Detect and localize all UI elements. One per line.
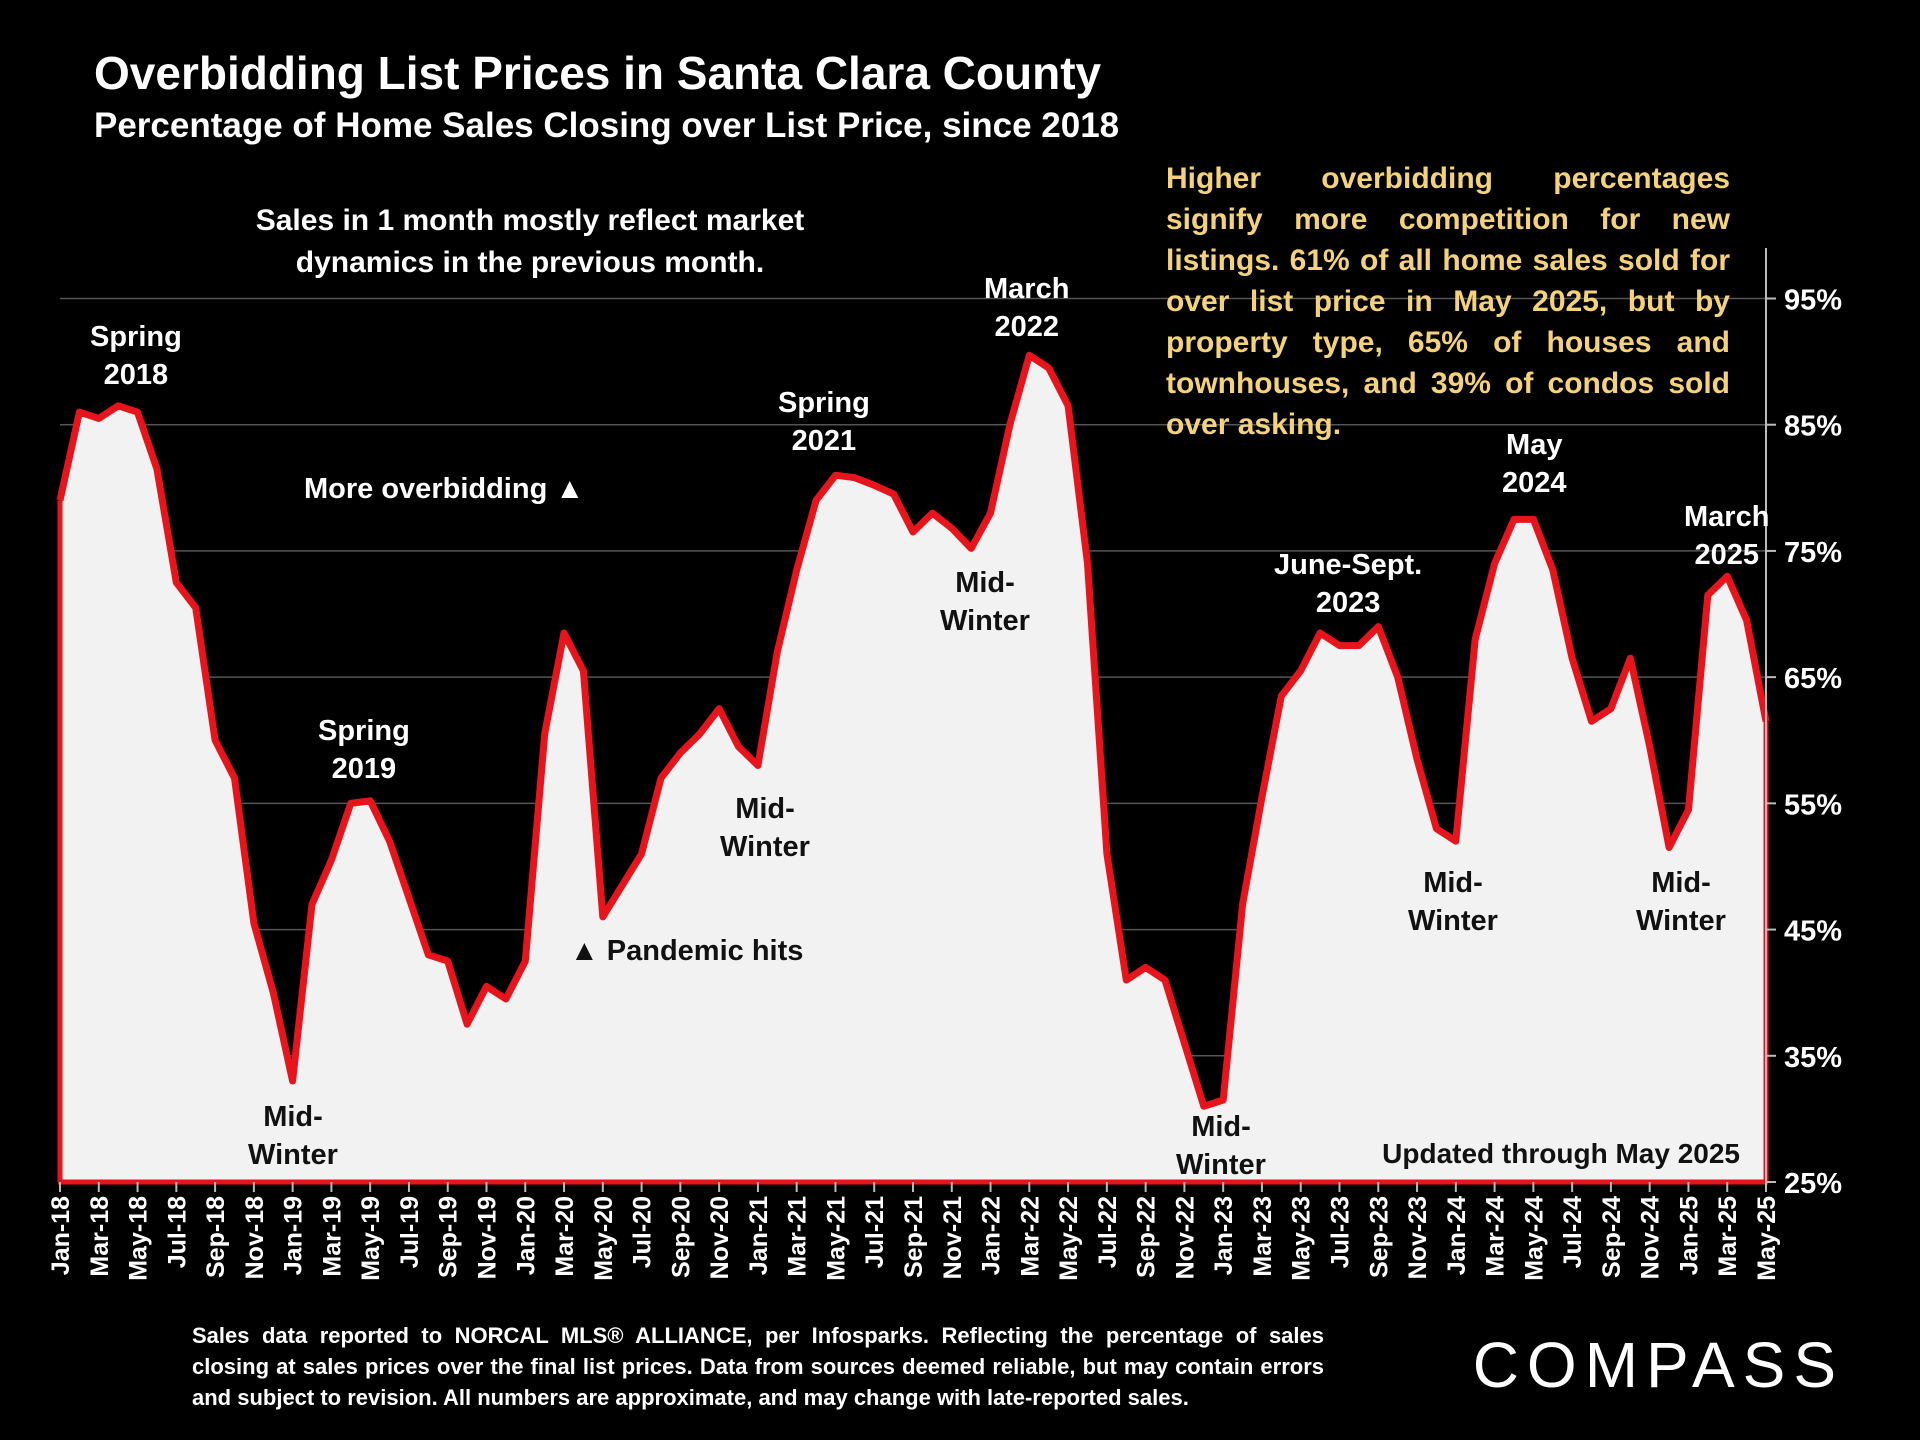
x-tick-label: Nov-22 (1171, 1196, 1199, 1279)
annotation-midwinter-2024: Mid- Winter (1408, 867, 1498, 937)
x-tick-label: Jan-18 (47, 1196, 75, 1275)
x-tick-label: Sep-19 (435, 1196, 463, 1278)
x-tick-label: Mar-23 (1249, 1196, 1277, 1277)
x-tick-label: May-20 (590, 1196, 618, 1281)
x-tick-label: Jan-20 (512, 1196, 540, 1275)
x-tick-label: Jul-22 (1094, 1196, 1122, 1268)
x-tick-label: Nov-20 (706, 1196, 734, 1279)
annotation-spring-2019: Spring 2019 (318, 715, 410, 785)
x-tick-label: Jul-20 (629, 1196, 657, 1268)
x-tick-label: Sep-21 (900, 1196, 928, 1278)
compass-logo: COMPASS (1472, 1329, 1844, 1401)
x-tick-label: May-25 (1753, 1196, 1781, 1281)
x-tick-label: Mar-19 (318, 1196, 346, 1277)
annotation-midwinter-2021: Mid- Winter (720, 793, 810, 863)
x-tick-label: Jan-23 (1210, 1196, 1238, 1275)
annotation-march-2025: March 2025 (1684, 501, 1770, 571)
x-tick-label: Jan-21 (745, 1196, 773, 1275)
x-tick-label: Sep-24 (1598, 1196, 1626, 1278)
x-tick-label: May-19 (357, 1196, 385, 1281)
x-tick-label: Sep-20 (667, 1196, 695, 1278)
x-tick-label: Jul-24 (1559, 1196, 1587, 1268)
data-source-footnote: Sales data reported to NORCAL MLS® ALLIA… (192, 1323, 1324, 1410)
x-tick-label: Mar-25 (1714, 1196, 1742, 1277)
annotation-midwinter-2025: Mid- Winter (1636, 867, 1726, 937)
x-tick-label: Nov-21 (939, 1196, 967, 1279)
market-dynamics-note: Sales in 1 month mostly reflect market d… (255, 204, 805, 279)
x-tick-label: May-22 (1055, 1196, 1083, 1281)
y-tick-label: 75% (1784, 537, 1842, 569)
y-tick-label: 95% (1784, 284, 1842, 316)
x-tick-label: Mar-22 (1016, 1196, 1044, 1277)
x-tick-label: Mar-21 (784, 1196, 812, 1277)
y-tick-label: 35% (1784, 1042, 1842, 1074)
annotation-midwinter-2019: Mid- Winter (248, 1101, 338, 1171)
x-tick-label: Nov-23 (1404, 1196, 1432, 1279)
annotation-june-sept-2023: June-Sept. 2023 (1274, 549, 1423, 619)
x-tick-label: Nov-18 (241, 1196, 269, 1279)
x-tick-label: May-21 (823, 1196, 851, 1281)
x-tick-label: Jul-19 (396, 1196, 424, 1268)
annotation-more-overbidding: More overbidding ▲ (304, 473, 585, 505)
x-tick-label: Jan-24 (1443, 1196, 1471, 1275)
annotation-may-2024: May 2024 (1502, 429, 1567, 499)
x-tick-label: Jul-18 (163, 1196, 191, 1268)
x-tick-label: Jan-22 (978, 1196, 1006, 1275)
x-tick-label: Jan-19 (280, 1196, 308, 1275)
y-tick-label: 45% (1784, 916, 1842, 948)
annotation-midwinter-2023: Mid- Winter (1176, 1111, 1266, 1181)
x-tick-label: Nov-24 (1637, 1196, 1665, 1279)
x-tick-label: Mar-18 (86, 1196, 114, 1277)
x-tick-label: Sep-18 (202, 1196, 230, 1278)
updated-through-label: Updated through May 2025 (1382, 1138, 1740, 1169)
x-tick-label: Mar-20 (551, 1196, 579, 1277)
annotation-spring-2018: Spring 2018 (90, 321, 182, 391)
x-tick-label: Sep-22 (1133, 1196, 1161, 1278)
overbidding-callout: Higher overbidding percentages signify m… (1166, 162, 1730, 441)
x-tick-label: Jan-25 (1676, 1196, 1704, 1275)
area-fill (60, 355, 1766, 1182)
chart-subtitle: Percentage of Home Sales Closing over Li… (94, 106, 1120, 145)
y-tick-label: 65% (1784, 663, 1842, 695)
annotation-midwinter-2022: Mid- Winter (940, 567, 1030, 637)
x-tick-label: Mar-24 (1482, 1196, 1510, 1277)
x-tick-label: May-18 (125, 1196, 153, 1281)
x-tick-label: Jul-21 (861, 1196, 889, 1268)
x-tick-label: Jul-23 (1327, 1196, 1355, 1268)
annotation-spring-2021: Spring 2021 (778, 387, 870, 457)
x-tick-label: Nov-19 (474, 1196, 502, 1279)
y-tick-label: 55% (1784, 789, 1842, 821)
x-tick-label: May-24 (1520, 1196, 1548, 1281)
annotation-march-2022: March 2022 (984, 273, 1070, 343)
annotation-pandemic-hits: ▲ Pandemic hits (570, 935, 804, 967)
series-line (56, 351, 1770, 1110)
x-tick-label: Sep-23 (1365, 1196, 1393, 1278)
x-tick-label: May-23 (1288, 1196, 1316, 1281)
y-tick-label: 85% (1784, 411, 1842, 443)
y-tick-label: 25% (1784, 1168, 1842, 1200)
chart-title: Overbidding List Prices in Santa Clara C… (94, 47, 1102, 99)
